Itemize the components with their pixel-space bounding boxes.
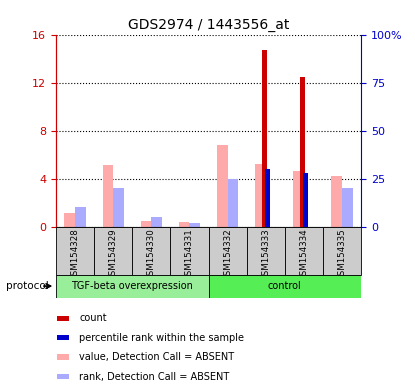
Bar (227, 179, 238, 227)
Bar (262, 50, 266, 227)
Text: protocol: protocol (6, 281, 49, 291)
Bar (179, 222, 190, 227)
Text: rank, Detection Call = ABSENT: rank, Detection Call = ABSENT (79, 371, 229, 381)
Text: GSM154332: GSM154332 (223, 228, 232, 281)
Bar (303, 173, 308, 227)
Text: GSM154335: GSM154335 (337, 228, 347, 281)
Text: count: count (79, 313, 107, 323)
Bar (342, 188, 353, 227)
Bar (113, 188, 124, 227)
Bar (57, 354, 69, 360)
Bar (293, 171, 304, 227)
Text: GSM154330: GSM154330 (147, 228, 156, 281)
Bar (151, 217, 162, 227)
Bar (265, 169, 270, 227)
Bar (132, 227, 171, 275)
Bar (217, 145, 227, 227)
Text: GSM154329: GSM154329 (109, 228, 118, 281)
Bar (141, 220, 151, 227)
Bar (94, 227, 132, 275)
Bar (331, 176, 342, 227)
Bar (285, 227, 323, 275)
Text: percentile rank within the sample: percentile rank within the sample (79, 333, 244, 343)
Bar (209, 227, 247, 275)
Text: value, Detection Call = ABSENT: value, Detection Call = ABSENT (79, 352, 234, 362)
Text: control: control (268, 281, 302, 291)
Bar (75, 207, 86, 227)
Bar (56, 275, 209, 298)
Text: GSM154334: GSM154334 (299, 228, 308, 281)
Bar (323, 227, 361, 275)
Text: GSM154333: GSM154333 (261, 228, 270, 281)
Bar (209, 275, 361, 298)
Bar (56, 227, 94, 275)
Text: TGF-beta overexpression: TGF-beta overexpression (71, 281, 193, 291)
Bar (255, 164, 266, 227)
Bar (57, 316, 69, 321)
Title: GDS2974 / 1443556_at: GDS2974 / 1443556_at (128, 18, 289, 32)
Bar (57, 374, 69, 379)
Text: GSM154328: GSM154328 (71, 228, 80, 281)
Bar (190, 223, 200, 227)
Bar (171, 227, 209, 275)
Bar (57, 335, 69, 341)
Bar (103, 166, 113, 227)
Bar (247, 227, 285, 275)
Text: GSM154331: GSM154331 (185, 228, 194, 281)
Bar (300, 76, 305, 227)
Bar (64, 214, 75, 227)
